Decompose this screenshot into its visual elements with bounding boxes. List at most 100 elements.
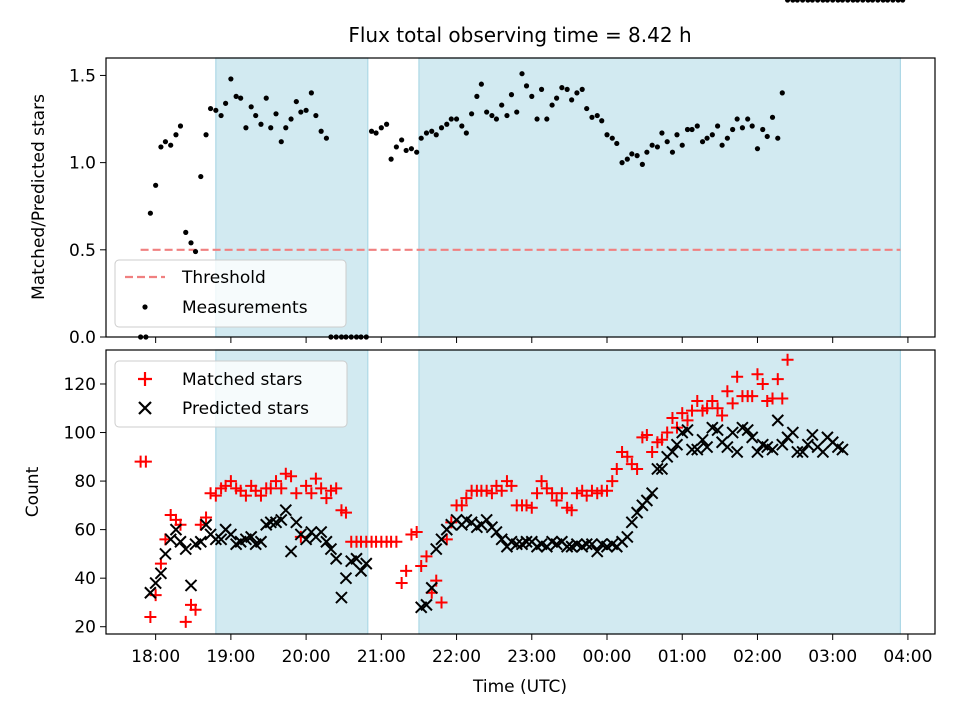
measurement-point xyxy=(619,160,625,166)
predicted-star-point xyxy=(264,516,277,529)
predicted-star-point xyxy=(776,438,789,451)
measurement-point xyxy=(875,0,881,3)
y-tick-label: 120 xyxy=(64,375,96,395)
legend-predicted-swatch xyxy=(138,401,152,415)
measurement-point xyxy=(408,146,415,152)
predicted-star-point xyxy=(681,423,694,437)
measurement-point xyxy=(318,128,324,134)
measurement-point xyxy=(589,114,595,120)
predicted-star-point xyxy=(691,443,704,456)
measurement-point xyxy=(399,137,405,143)
predicted-star-point xyxy=(275,513,288,527)
predicted-star-point xyxy=(806,428,819,442)
measurement-point xyxy=(188,240,194,246)
predicted-star-point xyxy=(430,542,443,556)
measurement-point xyxy=(463,130,469,136)
matched-star-point xyxy=(200,511,213,524)
measurement-point xyxy=(444,121,450,127)
measurement-point xyxy=(684,126,691,133)
measurement-point xyxy=(183,229,189,235)
measurement-point xyxy=(293,98,299,105)
matched-star-point xyxy=(646,445,659,458)
measurement-point xyxy=(869,0,876,3)
predicted-star-point xyxy=(721,440,734,454)
predicted-star-point xyxy=(144,586,157,599)
measurement-point xyxy=(158,144,164,150)
measurement-point xyxy=(378,125,384,131)
measurement-point xyxy=(895,0,901,3)
measurement-point xyxy=(900,0,906,3)
measurement-point xyxy=(303,107,309,113)
predicted-star-point xyxy=(279,503,292,517)
predicted-star-point xyxy=(591,545,604,558)
measurement-point xyxy=(192,248,199,255)
plot-frame-bottom xyxy=(105,349,936,635)
matched-star-point xyxy=(495,484,508,497)
matched-star-point xyxy=(726,397,739,410)
plot-frame-top xyxy=(105,57,936,338)
measurement-point xyxy=(749,123,755,129)
measurement-point xyxy=(218,112,224,119)
y-tick-label: 0.5 xyxy=(69,241,96,261)
y-tick-label: 1.0 xyxy=(69,154,96,174)
measurement-point xyxy=(484,109,490,115)
predicted-star-point xyxy=(796,445,809,459)
measurement-point xyxy=(714,123,721,129)
measurement-point xyxy=(794,0,800,3)
measurement-point xyxy=(298,109,304,115)
predicted-star-point xyxy=(335,591,348,604)
measurement-point xyxy=(323,135,330,141)
matched-star-point xyxy=(410,526,423,539)
y-axis-ticks: 20 40 60 80 100 120 xyxy=(64,375,106,638)
predicted-star-point xyxy=(816,445,830,459)
predicted-star-point xyxy=(560,540,574,553)
predicted-star-point xyxy=(771,414,784,427)
measurement-point xyxy=(493,116,500,122)
measurement-point xyxy=(754,146,761,152)
predicted-star-point xyxy=(726,426,739,439)
matched-star-point xyxy=(324,484,337,497)
measurement-point xyxy=(800,0,806,3)
predicted-star-point xyxy=(224,528,238,541)
measurement-point xyxy=(504,112,510,119)
measurement-point xyxy=(839,0,846,3)
measurement-point xyxy=(433,132,439,138)
matched-star-point xyxy=(139,455,152,468)
matched-star-point xyxy=(751,368,764,381)
predicted-star-point xyxy=(685,443,699,456)
measurement-point xyxy=(644,149,650,155)
measurement-point xyxy=(448,116,454,122)
measurement-point xyxy=(880,0,886,3)
measurement-point xyxy=(674,132,680,138)
matched-star-point xyxy=(339,506,352,519)
measurement-point xyxy=(629,151,635,157)
measurement-point xyxy=(569,97,575,103)
measurement-point xyxy=(824,0,831,3)
measurement-point xyxy=(805,0,811,3)
measurement-point xyxy=(383,121,390,127)
y-tick-label: 40 xyxy=(74,569,96,589)
predicted-star-point xyxy=(696,433,709,447)
measurement-point xyxy=(173,132,179,138)
predicted-star-point xyxy=(670,438,684,451)
measurement-point xyxy=(177,123,184,129)
x-tick-label: 19:00 xyxy=(206,647,255,667)
predicted-star-point xyxy=(655,462,669,476)
measurement-point xyxy=(659,130,665,136)
measurement-point xyxy=(273,111,279,117)
matched-star-point xyxy=(395,577,408,590)
measurement-point xyxy=(564,86,570,92)
predicted-star-point xyxy=(299,533,313,546)
measurement-point xyxy=(614,140,620,147)
measurement-point xyxy=(574,90,580,96)
measurement-point xyxy=(679,142,685,148)
predicted-star-point xyxy=(314,525,328,539)
measurement-point xyxy=(775,135,781,141)
matched-star-point xyxy=(531,487,544,500)
measurement-point xyxy=(514,109,520,115)
measurement-point xyxy=(624,156,630,162)
predicted-star-point xyxy=(741,423,754,437)
matched-star-point xyxy=(621,450,634,463)
measurement-points xyxy=(138,0,906,340)
